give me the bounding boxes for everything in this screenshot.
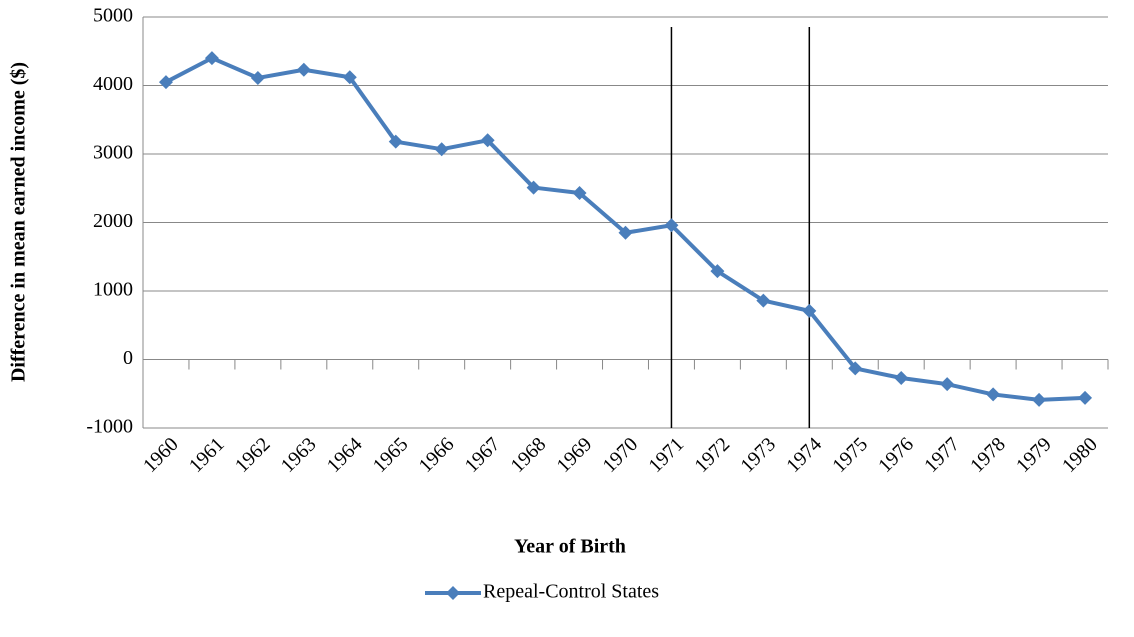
x-tick-label: 1961: [185, 433, 229, 477]
x-tick-label: 1967: [461, 433, 505, 477]
x-tick-label: 1972: [690, 433, 734, 477]
x-tick-label: 1963: [277, 433, 321, 477]
data-point: [342, 70, 357, 85]
x-tick-label: 1979: [1012, 433, 1056, 477]
data-point: [296, 62, 311, 77]
x-tick-label: 1973: [736, 433, 780, 477]
x-tick-label: 1965: [369, 433, 413, 477]
data-point: [894, 370, 909, 385]
y-tick-label: 0: [123, 347, 133, 369]
data-point: [480, 133, 495, 148]
y-tick-label: -1000: [86, 416, 133, 438]
x-tick-label: 1966: [415, 433, 459, 477]
y-axis-title: Difference in mean earned income ($): [8, 62, 30, 382]
y-tick-label: 5000: [93, 5, 133, 27]
x-axis-title: Year of Birth: [514, 536, 626, 558]
data-point: [986, 387, 1001, 402]
x-tick-label: 1977: [920, 433, 964, 477]
x-tick-label: 1964: [323, 433, 367, 477]
x-tick-label: 1974: [782, 433, 826, 477]
x-tick-label: 1970: [598, 433, 642, 477]
data-point: [1078, 390, 1093, 405]
data-point: [1032, 392, 1047, 407]
legend-marker: [446, 586, 460, 600]
data-point: [664, 218, 679, 233]
data-point: [388, 134, 403, 149]
data-point: [250, 70, 265, 85]
data-point: [572, 186, 587, 201]
y-tick-label: 2000: [93, 210, 133, 232]
x-tick-label: 1980: [1058, 433, 1102, 477]
x-tick-label: 1962: [231, 433, 275, 477]
y-tick-label: 4000: [93, 73, 133, 95]
data-point: [204, 51, 219, 66]
data-point: [434, 142, 449, 157]
y-tick-label: 3000: [93, 142, 133, 164]
y-tick-label: 1000: [93, 279, 133, 301]
data-point: [526, 180, 541, 195]
x-tick-label: 1976: [874, 433, 918, 477]
data-point: [802, 303, 817, 318]
x-tick-label: 1969: [552, 433, 596, 477]
data-point: [710, 264, 725, 279]
data-point: [756, 293, 771, 308]
data-point: [940, 377, 955, 392]
x-tick-label: 1978: [966, 433, 1010, 477]
data-point: [848, 361, 863, 376]
legend-label: Repeal-Control States: [483, 581, 659, 603]
x-tick-label: 1960: [139, 433, 183, 477]
x-tick-label: 1968: [507, 433, 551, 477]
x-tick-label: 1975: [828, 433, 872, 477]
x-tick-label: 1971: [644, 433, 688, 477]
data-point: [158, 75, 173, 90]
data-point: [618, 225, 633, 240]
